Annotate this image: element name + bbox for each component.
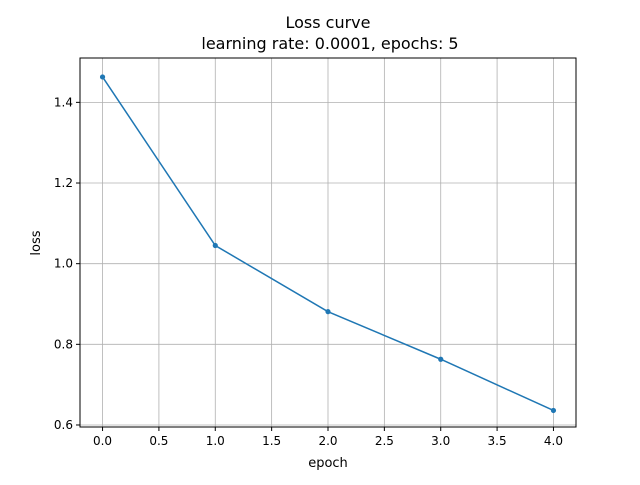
x-tick-label: 3.0 [431,434,450,448]
chart-subtitle: learning rate: 0.0001, epochs: 5 [201,34,458,53]
x-tick-label: 0.5 [149,434,168,448]
chart-title: Loss curve [285,13,370,32]
x-tick-label: 1.5 [262,434,281,448]
data-point [438,356,444,362]
x-tick-label: 1.0 [206,434,225,448]
x-tick-label: 2.5 [375,434,394,448]
data-point [550,407,557,414]
data-point [99,74,106,80]
series-layer [99,74,557,414]
y-tick-label: 1.0 [54,257,73,271]
grid [80,58,576,427]
y-tick-label: 1.2 [54,176,73,190]
x-tick-label: 2.0 [318,434,337,448]
ticks: 0.0 0.5 1.0 1.5 2.0 2.5 3.0 3.5 4.0 0.6 0.8 1.0 1.2 1… [54,95,563,448]
x-tick-label: 4.0 [544,434,563,448]
y-tick-label: 0.6 [54,418,73,432]
x-tick-label: 3.5 [488,434,507,448]
y-tick-label: 0.8 [54,337,73,351]
data-point [325,309,331,315]
data-point [212,242,218,249]
x-tick-label: 0.0 [93,434,112,448]
x-axis-label: epoch [308,456,348,471]
y-tick-label: 1.4 [54,95,73,109]
y-axis-label: loss [29,230,44,255]
